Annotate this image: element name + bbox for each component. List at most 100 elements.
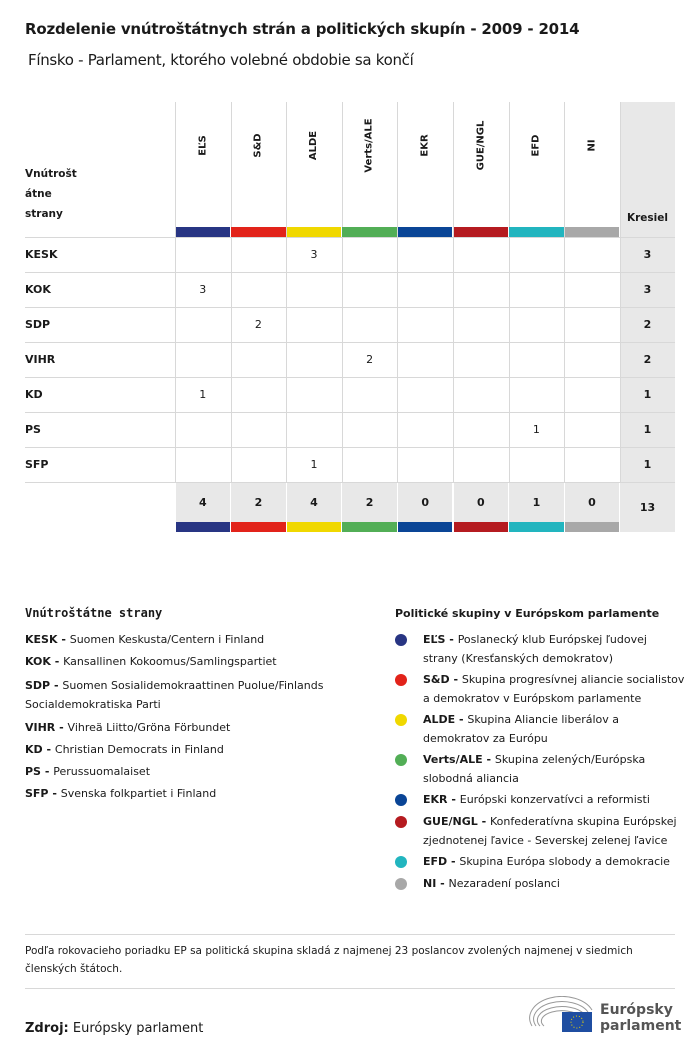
party-abbr: VIHR <box>25 721 56 734</box>
ep-logo-icon <box>529 996 593 1032</box>
row-divider <box>25 272 675 273</box>
row-divider <box>25 482 675 483</box>
column-header-6: EFD <box>509 102 565 227</box>
row-total: 1 <box>643 458 652 471</box>
source-value: Európsky parlament <box>72 1021 204 1036</box>
row-divider <box>25 412 675 413</box>
row-party-label: VIHR <box>25 353 56 366</box>
group-color-dot-icon <box>395 878 407 890</box>
group-legend-item: EKR - Európski konzervatívci a reformist… <box>395 790 685 809</box>
group-abbr: ALDE <box>423 713 456 726</box>
row-party-label: SDP <box>25 318 51 331</box>
group-color-dot-icon <box>395 816 407 828</box>
group-name: Konfederatívna skupina Európskej zjednot… <box>423 815 677 847</box>
source-label: Zdroj: <box>25 1021 69 1036</box>
column-divider <box>230 102 232 482</box>
seat-count: 1 <box>199 388 207 401</box>
row-divider <box>25 342 675 343</box>
source: Zdroj: Európsky parlament <box>25 1021 203 1036</box>
seat-count: 1 <box>532 423 540 436</box>
party-name: Kansallinen Kokoomus/Samlingspartiet <box>63 655 277 668</box>
group-color-bar <box>564 522 620 532</box>
seat-table: Vnútrošt átne strany Kresiel EĽS 4 S&D 2 ALDE… <box>25 102 675 532</box>
group-color-bar <box>286 227 342 237</box>
party-abbr: SDP <box>25 679 51 692</box>
column-header-0: EĽS <box>175 102 231 227</box>
column-divider <box>341 102 343 482</box>
group-color-dot-icon <box>395 714 407 726</box>
divider <box>25 988 675 989</box>
row-party-label: SFP <box>25 458 49 471</box>
seat-count: 2 <box>254 318 262 331</box>
group-total: 0 <box>397 482 453 522</box>
total-column-bg <box>620 102 675 237</box>
party-name: Christian Democrats in Finland <box>54 743 224 756</box>
column-divider <box>508 102 510 482</box>
group-name: Poslanecký klub Európskej ľudovej strany… <box>423 633 647 665</box>
row-total: 3 <box>643 283 652 296</box>
seat-count: 1 <box>310 458 318 471</box>
group-color-bar <box>453 522 509 532</box>
group-color-bar <box>286 522 342 532</box>
group-label: S&D <box>252 133 264 158</box>
page-title: Rozdelenie vnútroštátnych strán a politi… <box>25 20 580 38</box>
page-subtitle: Fínsko - Parlament, ktorého volebné obdo… <box>28 51 414 69</box>
group-legend-item: NI - Nezaradení poslanci <box>395 874 685 893</box>
column-divider <box>564 102 566 482</box>
group-abbr: S&D <box>423 673 450 686</box>
party-abbr: PS <box>25 765 41 778</box>
party-legend-item: SFP - Svenska folkpartiet i Finland <box>25 787 217 800</box>
column-header-2: ALDE <box>286 102 342 227</box>
column-header-7: NI <box>564 102 620 227</box>
group-color-bar <box>175 522 231 532</box>
party-legend-heading: Vnútroštátne strany <box>25 606 163 620</box>
row-party-label: KOK <box>25 283 51 296</box>
group-legend-item: ALDE - Skupina Aliancie liberálov a demo… <box>395 710 685 748</box>
row-divider <box>25 377 675 378</box>
row-total: 1 <box>643 423 652 436</box>
group-color-bar <box>342 522 397 532</box>
seat-count: 3 <box>199 283 207 296</box>
logo-line: parlament <box>600 1018 682 1034</box>
column-divider <box>619 102 621 482</box>
group-color-dot-icon <box>395 794 407 806</box>
footnote: Podľa rokovacieho poriadku EP sa politic… <box>25 945 633 975</box>
group-abbr: EKR <box>423 793 448 806</box>
row-divider <box>25 447 675 448</box>
group-label: EKR <box>419 134 431 157</box>
column-divider <box>175 102 176 482</box>
party-legend: Vnútroštátne strany <box>25 606 162 620</box>
party-abbr: KOK <box>25 655 51 668</box>
grand-total: 13 <box>620 482 675 532</box>
party-abbr: SFP <box>25 787 49 800</box>
group-total: 2 <box>342 482 397 522</box>
group-color-bar <box>509 522 564 532</box>
total-column-bg <box>620 237 675 482</box>
party-abbr: KESK <box>25 633 58 646</box>
group-name: Skupina zelených/Európska slobodná alian… <box>423 753 646 785</box>
group-abbr: EĽS <box>423 633 446 646</box>
row-party-label: KESK <box>25 248 58 261</box>
group-color-bar <box>175 227 231 237</box>
row-header-line: strany <box>25 208 63 220</box>
group-label: NI <box>586 139 598 152</box>
party-name: Svenska folkpartiet i Finland <box>60 787 217 800</box>
group-label: Verts/ALE <box>364 118 376 173</box>
group-label: GUE/NGL <box>475 120 487 171</box>
row-header-line: átne <box>25 188 52 200</box>
total-header: Kresiel <box>626 212 668 224</box>
row-divider <box>25 307 675 308</box>
group-abbr: NI <box>423 877 437 890</box>
group-legend-item: S&D - Skupina progresívnej aliancie soci… <box>395 670 685 708</box>
party-legend-list: KESK - Suomen Keskusta/Centern i Finland… <box>25 632 355 808</box>
party-name: Suomen Keskusta/Centern i Finland <box>69 633 265 646</box>
group-legend-item: EFD - Skupina Európa slobody a demokraci… <box>395 852 685 871</box>
group-name: Skupina Aliancie liberálov a demokratov … <box>423 713 620 745</box>
group-color-bar <box>564 227 620 237</box>
group-legend-item: Verts/ALE - Skupina zelených/Európska sl… <box>395 750 685 788</box>
party-name: Suomen Sosialidemokraattinen Puolue/Finl… <box>25 679 324 711</box>
seat-count: 2 <box>366 353 374 366</box>
group-name: Skupina progresívnej aliancie socialisto… <box>423 673 685 705</box>
group-color-dot-icon <box>395 754 407 766</box>
group-color-dot-icon <box>395 856 407 868</box>
